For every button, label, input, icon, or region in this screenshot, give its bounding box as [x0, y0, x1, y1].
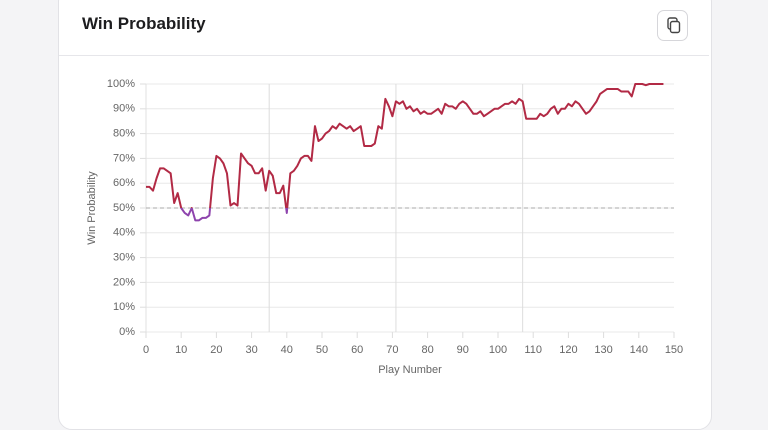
x-tick-label: 50: [316, 344, 328, 356]
x-tick-label: 110: [524, 344, 542, 356]
divider: [59, 55, 709, 56]
card-title: Win Probability: [82, 14, 206, 33]
y-tick-label: 50%: [113, 202, 135, 214]
y-tick-label: 100%: [107, 78, 135, 90]
y-tick-label: 70%: [113, 152, 135, 164]
y-tick-label: 90%: [113, 103, 135, 115]
y-axis-label: Win Probability: [86, 171, 98, 245]
x-tick-label: 30: [245, 344, 257, 356]
card: [58, 0, 712, 430]
copy-icon: [667, 17, 681, 34]
x-tick-label: 100: [489, 344, 507, 356]
win-probability-line: [146, 83, 664, 222]
copy-button[interactable]: [657, 10, 688, 41]
y-tick-label: 20%: [113, 276, 135, 288]
x-tick-label: 120: [559, 344, 577, 356]
y-tick-label: 0%: [119, 326, 135, 338]
x-tick-label: 90: [457, 344, 469, 356]
y-tick-label: 40%: [113, 227, 135, 239]
x-tick-label: 40: [281, 344, 293, 356]
x-tick-label: 130: [594, 344, 612, 356]
x-tick-label: 20: [210, 344, 222, 356]
y-tick-label: 80%: [113, 128, 135, 140]
x-tick-label: 140: [630, 344, 648, 356]
y-tick-label: 60%: [113, 177, 135, 189]
chart: Win Probability Play Number 0% 10% 20% 30% 4…: [86, 78, 683, 376]
y-tick-label: 30%: [113, 252, 135, 264]
y-tick-label: 10%: [113, 301, 135, 313]
x-tick-label: 60: [351, 344, 363, 356]
x-tick-label: 70: [386, 344, 398, 356]
page: Win Probability Win Probability Play Num…: [58, 0, 712, 430]
x-tick-label: 0: [143, 344, 149, 356]
x-tick-label: 80: [421, 344, 433, 356]
x-axis-label: Play Number: [378, 364, 442, 376]
x-tick-label: 10: [175, 344, 187, 356]
x-tick-label: 150: [665, 344, 683, 356]
